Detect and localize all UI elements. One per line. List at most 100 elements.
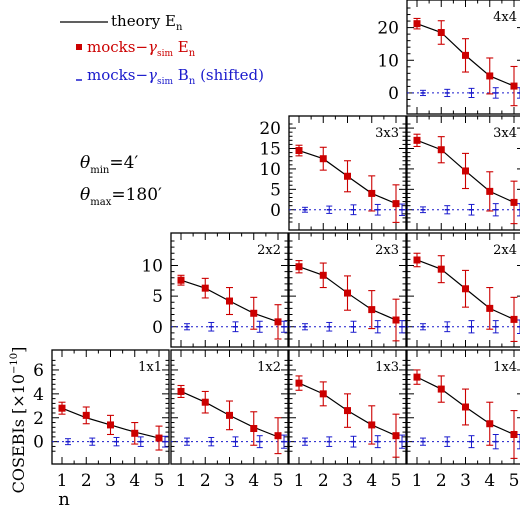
e-mode-point [319, 271, 327, 279]
e-mode-point [413, 373, 421, 381]
x-tick-label: 2 [318, 471, 329, 491]
e-mode-point [319, 390, 327, 398]
x-tick-label: 5 [154, 471, 165, 491]
y-tick-label: 0 [33, 433, 44, 453]
theta-max-text: θmax=180′ [80, 185, 162, 208]
panel-1x2: 1 2 3 4 5 1x2 [170, 349, 289, 491]
panel-2x3: 2x3 [288, 232, 407, 348]
legend-mocks-b-gamma: γ [148, 66, 157, 84]
x-tick-label: 3 [224, 471, 235, 491]
e-mode-point [392, 200, 400, 208]
e-mode-point [392, 432, 400, 440]
panel-1x4: 1 2 3 4 5 1x4 [406, 349, 520, 491]
e-mode-point [413, 136, 421, 144]
y-tick-label: 0 [388, 84, 399, 104]
theta-max-value: =180′ [111, 185, 162, 205]
x-tick-label: 1 [294, 471, 305, 491]
e-mode-point [131, 429, 139, 437]
legend-theory-text: theory En [111, 12, 183, 33]
e-mode-point [344, 172, 351, 180]
legend-mocks-b-text: mocks−γsim Bn (shifted) [87, 66, 264, 87]
panel-label: 2x4 [493, 243, 517, 258]
x-tick-label: 4 [366, 471, 377, 491]
e-mode-point [107, 421, 114, 429]
x-tick-label: 3 [105, 471, 116, 491]
theta-min-sub: min [90, 165, 110, 176]
x-tick-label: 1 [412, 471, 423, 491]
legend-mocks-e-label: mocks− [87, 38, 148, 56]
e-mode-point [462, 51, 469, 59]
e-mode-point [486, 420, 494, 428]
legend-mocks-e-gamma-sub: sim [157, 49, 173, 59]
panel-label: 2x2 [257, 243, 281, 258]
panel-label: 2x3 [375, 243, 399, 258]
e-mode-point [155, 434, 163, 442]
e-mode-point [295, 379, 303, 387]
e-mode-point [486, 304, 494, 312]
panel-3x4: 3x4 [406, 115, 520, 231]
e-mode-point [437, 385, 445, 393]
e-mode-point [437, 265, 445, 273]
y-axis-label-main: COSEBIs [×10 [9, 374, 28, 493]
y-tick-label: 20 [377, 19, 399, 39]
x-tick-label: 2 [81, 471, 92, 491]
e-mode-point [413, 256, 421, 264]
legend-mocks-e-marker [76, 44, 82, 50]
y-tick-label: 10 [259, 160, 281, 180]
y-tick-label: 5 [270, 180, 281, 200]
e-mode-point [177, 276, 185, 284]
legend-mocks-e-sym: E [178, 38, 189, 56]
y-tick-label: 2 [33, 409, 44, 429]
x-tick-label: 4 [248, 471, 259, 491]
x-tick-label: 5 [391, 471, 402, 491]
legend-theory-sub: n [176, 22, 183, 33]
e-mode-point [274, 432, 282, 440]
x-tick-label: 3 [342, 471, 353, 491]
e-mode-point [462, 403, 469, 411]
legend-mocks-b-label: mocks− [87, 66, 148, 84]
e-mode-point [368, 421, 376, 429]
x-tick-label: 1 [57, 471, 68, 491]
panel-label: 1x2 [257, 360, 281, 375]
panel-label: 3x3 [375, 126, 399, 141]
panel-label: 1x3 [375, 360, 399, 375]
theta-min-symbol: θ [80, 153, 90, 173]
e-mode-point [177, 387, 185, 395]
e-mode-point [462, 167, 469, 175]
e-mode-point [319, 155, 327, 163]
y-tick-label: 6 [33, 361, 44, 381]
x-tick-label: 4 [129, 471, 140, 491]
e-mode-point [437, 146, 445, 154]
legend-mocks-e-text: mocks−γsim En [87, 38, 196, 59]
x-tick-label: 2 [200, 471, 211, 491]
y-tick-label: 0 [270, 201, 281, 221]
x-tick-label: 2 [436, 471, 447, 491]
panel-1x3: 1 2 3 4 5 1x3 [288, 349, 407, 491]
x-tick-label: 4 [484, 471, 495, 491]
x-tick-label: 1 [176, 471, 187, 491]
e-mode-point [250, 309, 258, 317]
e-mode-point [368, 306, 376, 314]
legend-mocks-b-suffix: (shifted) [200, 66, 264, 84]
e-mode-point [510, 82, 518, 90]
y-axis-label-close: ] [9, 347, 28, 353]
e-mode-point [437, 29, 445, 36]
e-mode-point [201, 398, 209, 406]
e-mode-point [201, 284, 209, 292]
e-mode-point [486, 187, 494, 195]
y-tick-label: 15 [259, 140, 281, 160]
legend-mocks-b-sub: n [189, 76, 196, 87]
panel-label: 1x4 [493, 360, 517, 375]
y-tick-label: 20 [259, 119, 281, 139]
y-axis-label: COSEBIs [×10−10] [9, 347, 28, 494]
e-mode-point [226, 297, 233, 305]
legend-theory-label: theory [111, 12, 161, 30]
y-tick-label: 10 [377, 51, 399, 71]
panel-label: 4x4 [493, 10, 517, 25]
e-mode-point [413, 20, 421, 28]
x-tick-label: 5 [509, 471, 520, 491]
y-tick-label: 4 [33, 385, 44, 405]
